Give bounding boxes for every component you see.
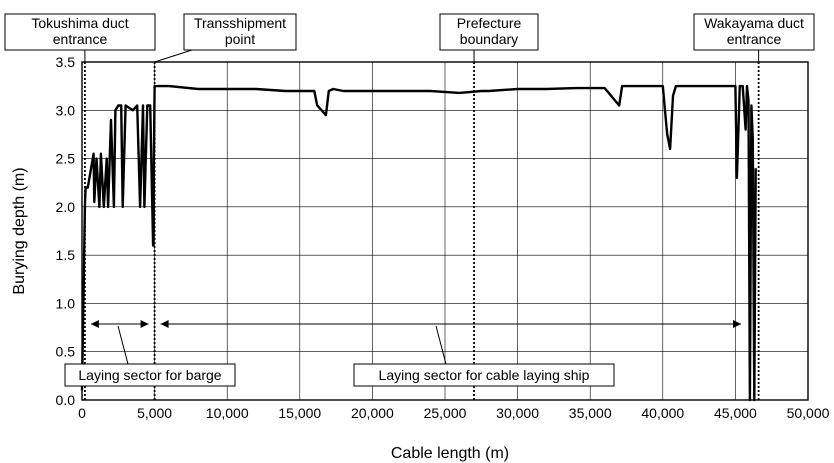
x-tick-label: 35,000 xyxy=(569,405,612,421)
x-axis-title: Cable length (m) xyxy=(391,445,509,462)
x-tick-label: 25,000 xyxy=(424,405,467,421)
y-tick-label: 2.0 xyxy=(56,199,76,215)
marker-callout-text: Wakayama duct xyxy=(704,15,804,31)
series-line-group xyxy=(80,84,757,402)
x-tick-label: 50,000 xyxy=(787,405,830,421)
marker-callout-text: point xyxy=(225,31,255,47)
marker-callout-text: entrance xyxy=(53,31,108,47)
marker-callout-box xyxy=(439,13,539,51)
grid-lines xyxy=(81,61,809,401)
vertical-markers xyxy=(84,62,760,400)
sector-arrow-head xyxy=(90,320,99,328)
series-line xyxy=(80,84,757,402)
plot-area-border xyxy=(81,61,809,401)
y-tick-label: 3.5 xyxy=(56,54,76,70)
y-tick-label: 1.0 xyxy=(56,295,76,311)
sector-leader-line xyxy=(435,325,458,365)
marker-callout-box xyxy=(183,13,297,51)
marker-callout-text: Tokushima duct xyxy=(31,15,128,31)
x-tick-label: 10,000 xyxy=(206,405,249,421)
sector-label-box xyxy=(64,363,236,387)
marker-callout-text: Prefecture xyxy=(457,15,522,31)
marker-callout-text: Transshipment xyxy=(194,15,286,31)
x-tick-label: 5,000 xyxy=(137,405,172,421)
marker-callout-text: entrance xyxy=(727,31,782,47)
x-tick-label: 20,000 xyxy=(351,405,394,421)
y-tick-label: 2.5 xyxy=(56,151,76,167)
x-tick-label: 40,000 xyxy=(641,405,684,421)
marker-callout-box xyxy=(693,13,815,51)
marker-callouts: Tokushima ductentranceTransshipmentpoint… xyxy=(4,13,815,63)
x-tick-label: 15,000 xyxy=(278,405,321,421)
sector-label-box xyxy=(353,363,615,387)
sector-label: Laying sector for cable laying ship xyxy=(379,367,590,383)
y-tick-label: 1.5 xyxy=(56,247,76,263)
x-tick-label: 30,000 xyxy=(496,405,539,421)
sector-label: Laying sector for barge xyxy=(78,367,221,383)
marker-callout-text: boundary xyxy=(460,31,518,47)
sector-arrow-head xyxy=(733,320,742,328)
sector-arrow-head xyxy=(140,320,149,328)
plot-frame xyxy=(81,61,809,401)
y-tick-label: 3.0 xyxy=(56,102,76,118)
marker-callout-box xyxy=(4,13,156,51)
sector-annotations: Laying sector for barge Laying sector for… xyxy=(64,320,742,387)
x-tick-label: 0 xyxy=(78,405,86,421)
sector-leader-line xyxy=(117,325,140,365)
marker-callout-leader xyxy=(154,49,193,63)
y-tick-label: 0.5 xyxy=(56,344,76,360)
x-tick-labels: 0 5,000 10,000 15,000 20,000 25,000 30,000 35,0… xyxy=(78,405,830,421)
y-tick-labels: 0.0 0.5 1.0 1.5 2.0 2.5 3.0 3.5 xyxy=(56,54,76,408)
sector-arrow-head xyxy=(160,320,169,328)
x-tick-label: 45,000 xyxy=(714,405,757,421)
y-tick-label: 0.0 xyxy=(56,392,76,408)
y-axis-title: Burying depth (m) xyxy=(11,167,28,294)
